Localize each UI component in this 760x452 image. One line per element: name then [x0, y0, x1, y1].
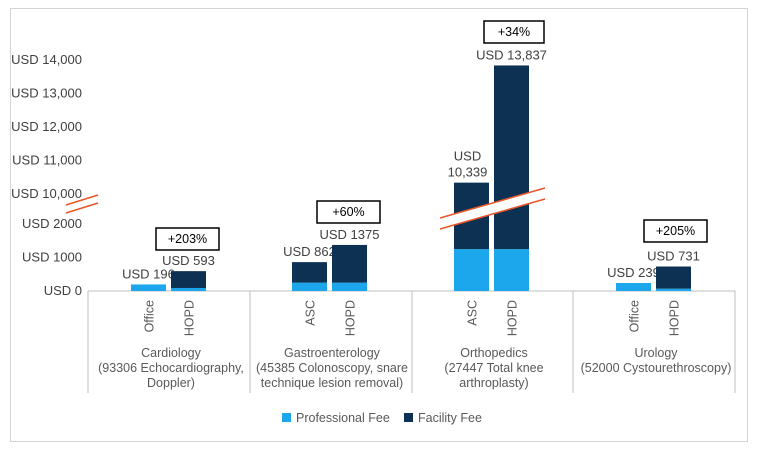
bar-facility-fee: [494, 65, 529, 250]
bar-value-label: USD: [454, 149, 481, 164]
change-callout-box: [316, 200, 381, 224]
y-tick-label: USD 10,000: [11, 186, 82, 201]
bar-value-label: USD 13,837: [476, 47, 547, 62]
change-callout-label: +60%: [332, 205, 364, 219]
legend-swatch-facility: [404, 413, 413, 422]
bar-professional-fee: [292, 282, 327, 291]
category-description: (52000 Cystourethroscopy): [581, 361, 732, 375]
bar-setting-label: ASC: [466, 300, 480, 326]
bar-setting-label: HOPD: [344, 300, 358, 336]
bar-professional-fee: [171, 287, 206, 291]
bar-facility-fee: [292, 262, 327, 283]
category-label: Gastroenterology: [284, 346, 381, 360]
bar-value-label: USD 196: [122, 266, 175, 281]
bar-setting-label: Office: [143, 300, 157, 332]
category-label: Orthopedics: [460, 346, 527, 360]
axis-break-mark: [65, 194, 99, 206]
bar-professional-fee: [454, 249, 489, 291]
y-tick-label: USD 11,000: [12, 153, 82, 168]
bar-professional-fee: [131, 284, 166, 291]
bar-setting-label: HOPD: [183, 300, 197, 336]
category-description: technique lesion removal): [261, 376, 403, 390]
category-description: (27447 Total knee: [444, 361, 543, 375]
y-tick-label: USD 12,000: [11, 119, 82, 134]
legend-label: Facility Fee: [418, 411, 482, 425]
bar-professional-fee: [332, 282, 367, 291]
change-callout-box: [155, 227, 220, 251]
change-callout-label: +203%: [168, 232, 207, 246]
change-callout-box: [483, 20, 545, 44]
bar-value-label: USD 731: [647, 249, 700, 264]
bar-setting-label: HOPD: [506, 300, 520, 336]
bar-professional-fee: [656, 288, 691, 291]
bar-professional-fee: [616, 282, 651, 291]
bar-setting-label: HOPD: [668, 300, 682, 336]
bar-value-label: USD 862: [283, 244, 336, 259]
category-description: arthroplasty): [459, 376, 528, 390]
legend-label: Professional Fee: [296, 411, 390, 425]
category-label: Urology: [634, 346, 678, 360]
bar-break-mark: [439, 187, 546, 219]
bar-value-label: USD 593: [162, 253, 215, 268]
change-callout-label: +205%: [656, 224, 695, 238]
y-tick-label: USD 13,000: [11, 86, 82, 101]
bar-break-mark: [439, 198, 546, 230]
bar-value-label: USD 1375: [320, 227, 380, 242]
y-tick-label: USD 14,000: [11, 52, 82, 67]
category-description: (93306 Echocardiography,: [98, 361, 244, 375]
bar-facility-fee: [656, 266, 691, 289]
axis-break-mark: [65, 202, 99, 214]
category-description: (45385 Colonoscopy, snare: [256, 361, 408, 375]
y-tick-label: USD 2000: [22, 216, 82, 231]
change-callout-label: +34%: [498, 25, 530, 39]
bar-facility-fee: [171, 271, 206, 288]
bar-professional-fee: [494, 249, 529, 291]
y-tick-label: USD 1000: [22, 250, 82, 265]
category-label: Cardiology: [141, 346, 202, 360]
bar-value-label: USD 239: [607, 265, 660, 280]
bar-value-label: 10,339: [448, 165, 488, 180]
change-callout-box: [643, 219, 708, 243]
bar-break-band: [440, 188, 545, 229]
bar-setting-label: ASC: [304, 300, 318, 326]
bar-facility-fee: [332, 244, 367, 283]
bar-setting-label: Office: [628, 300, 642, 332]
chart-frame: [10, 8, 748, 442]
y-tick-label: USD 0: [44, 283, 82, 298]
legend-swatch-professional: [282, 413, 291, 422]
category-description: Doppler): [147, 376, 195, 390]
